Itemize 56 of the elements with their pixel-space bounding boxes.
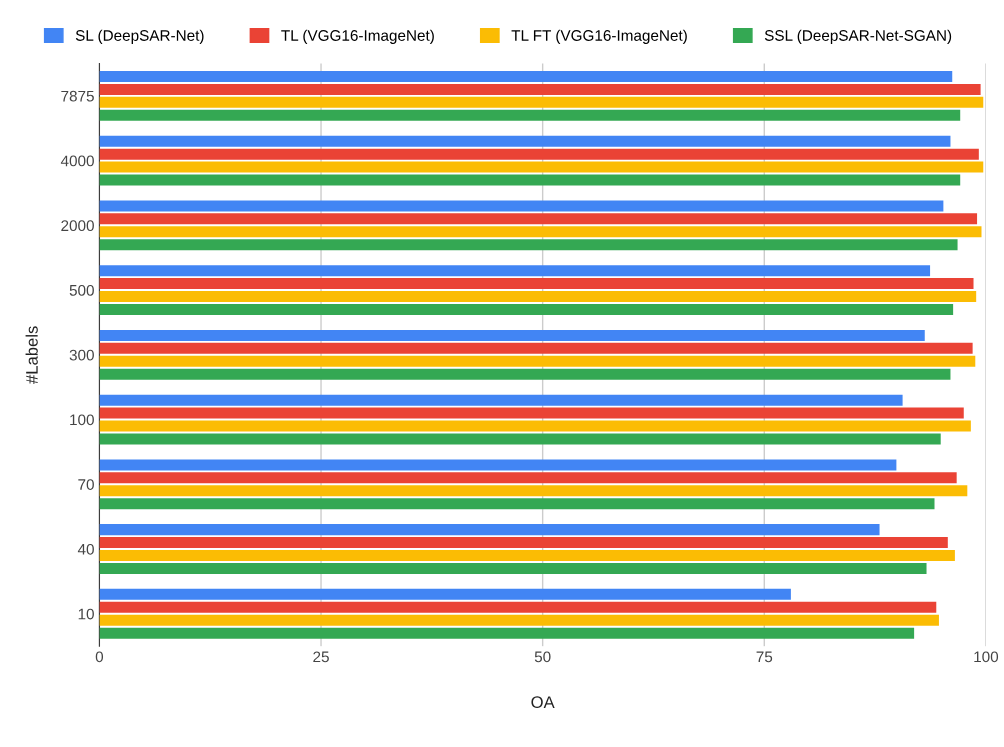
bar [99, 265, 931, 277]
bar [99, 161, 984, 173]
y-tick-label: 500 [69, 284, 94, 296]
y-tick-label: 7875 [61, 90, 94, 102]
x-tick-label: 100 [974, 651, 999, 663]
bar [99, 239, 958, 251]
bar [99, 304, 954, 316]
x-tick-label: 0 [95, 651, 104, 663]
bar [99, 394, 903, 406]
x-axis-title: OA [531, 696, 555, 709]
bar [99, 109, 961, 121]
bar [99, 329, 925, 341]
bar [99, 148, 979, 160]
bar [99, 550, 955, 562]
y-axis-title: #Labels [25, 326, 38, 384]
bar [99, 420, 971, 432]
bar [99, 524, 880, 536]
x-tick-label: 50 [534, 651, 551, 663]
legend-label: TL (VGG16-ImageNet) [281, 29, 434, 44]
legend-label: TL FT (VGG16-ImageNet) [511, 29, 687, 44]
legend-label: SL (DeepSAR-Net) [75, 29, 204, 44]
bar [99, 355, 976, 367]
y-tick-label: 70 [78, 479, 94, 490]
bar [99, 368, 951, 380]
y-tick-label: 4000 [60, 155, 94, 167]
bar [99, 472, 957, 484]
y-tick-label: 100 [70, 414, 94, 426]
bar [99, 433, 941, 445]
bar [99, 601, 937, 613]
bar [99, 498, 935, 510]
y-tick-label: 300 [69, 349, 94, 361]
bar [99, 226, 982, 238]
bar [99, 96, 984, 108]
y-tick-label: 2000 [61, 220, 94, 232]
bar [99, 485, 968, 497]
bar [99, 278, 974, 290]
bar [99, 627, 915, 639]
bar [99, 213, 978, 225]
y-tick-label: 40 [77, 543, 94, 555]
bar [99, 562, 927, 574]
bar [99, 588, 791, 600]
x-tick-label: 25 [313, 651, 329, 663]
bar [99, 291, 977, 303]
bar [99, 174, 961, 186]
bar [99, 459, 897, 471]
bar [99, 200, 944, 212]
bar [99, 614, 939, 626]
x-tick-label: 75 [756, 651, 773, 663]
bar [99, 342, 973, 354]
bar [99, 70, 953, 82]
bar [99, 407, 964, 419]
bar [99, 135, 951, 147]
bar [99, 83, 981, 95]
legend-label: SSL (DeepSAR-Net-SGAN) [764, 29, 952, 44]
y-tick-label: 10 [78, 608, 94, 620]
bar [99, 537, 948, 549]
